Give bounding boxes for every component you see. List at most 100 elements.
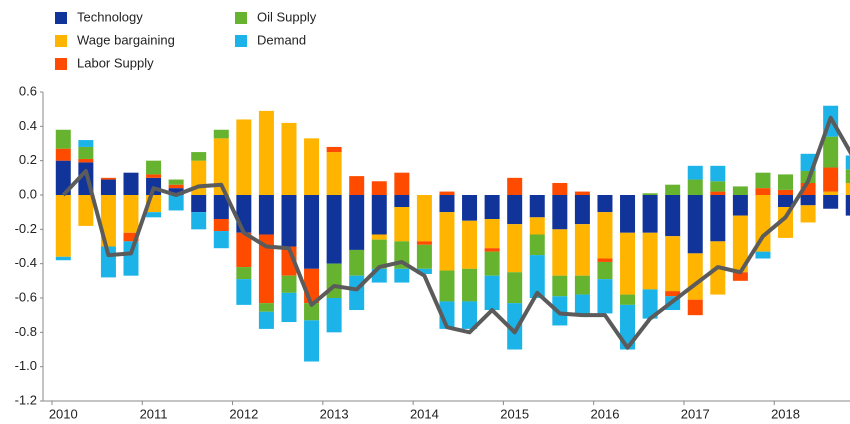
bar-segment (100, 179, 116, 195)
bar-segment (281, 275, 297, 293)
bar-segment (100, 177, 116, 180)
x-tick-label: 2013 (320, 406, 349, 421)
bar-segment (484, 248, 500, 252)
bar-segment (213, 138, 229, 195)
bar-segment (304, 303, 320, 321)
legend-swatch (235, 12, 247, 24)
y-tick-label: -1.0 (15, 358, 37, 373)
bar-segment (597, 258, 613, 262)
bar-segment (439, 270, 455, 302)
bar-segment (665, 236, 681, 292)
bar-segment (146, 160, 162, 175)
bar-segment (258, 311, 274, 329)
bar-segment (78, 140, 94, 147)
bar-segment (168, 195, 184, 211)
x-tick-label: 2012 (229, 406, 258, 421)
bar-segment (755, 188, 771, 195)
bar-segment (304, 138, 320, 195)
bar-segment (507, 224, 523, 273)
bar-segment (529, 195, 545, 218)
bar-segment (732, 195, 748, 216)
bar-segment (462, 195, 478, 221)
line (61, 115, 850, 350)
bar-segment (146, 212, 162, 218)
bar-segment (710, 181, 726, 192)
y-tick-label: -0.2 (15, 221, 37, 236)
bar-segment (710, 191, 726, 195)
x-tick-label: 2010 (49, 406, 78, 421)
y-tick-label: -0.8 (15, 324, 37, 339)
bar-segment (462, 301, 478, 329)
bar-segment (642, 195, 658, 233)
bar-segment (800, 205, 816, 223)
bar-segment (326, 298, 342, 333)
bar-segment (755, 172, 771, 189)
bar-segment (778, 195, 794, 208)
bar-segment (281, 292, 297, 323)
bar-segment (258, 110, 274, 195)
y-tick-label: -0.6 (15, 289, 37, 304)
bar-segment (123, 172, 139, 195)
x-tick-label: 2015 (500, 406, 529, 421)
bar-segment (394, 172, 410, 195)
bar-segment (123, 241, 139, 276)
bar-segment (778, 174, 794, 190)
bar-segment (213, 195, 229, 220)
bar-segment (123, 232, 139, 242)
bar-segment (213, 231, 229, 249)
bar-segment (191, 212, 207, 230)
bar-segment (574, 195, 590, 225)
bar-segment (484, 275, 500, 311)
bar-segment (687, 299, 703, 316)
bar-segment (574, 191, 590, 195)
bar-segment (574, 224, 590, 276)
bar-segment (845, 155, 850, 170)
bar-segment (326, 152, 342, 195)
bar-segment (394, 268, 410, 283)
bar-segment (371, 181, 387, 195)
bar-segment (823, 195, 839, 209)
y-tick-label: 0.6 (19, 83, 37, 98)
bar-segment (349, 195, 365, 250)
bar-segment (236, 195, 252, 233)
bar-segment (55, 129, 71, 149)
legend-label: Technology (77, 9, 143, 24)
bar-segment (236, 119, 252, 195)
bar-segment (823, 136, 839, 168)
bar-segment (55, 256, 71, 261)
bar-segment (687, 179, 703, 195)
legend-label: Wage bargaining (77, 32, 175, 47)
bar-segment (191, 195, 207, 213)
bar-segment (732, 186, 748, 195)
bar-segment (529, 255, 545, 298)
bar-segment (552, 182, 568, 195)
x-tick-label: 2016 (591, 406, 620, 421)
bar-segment (687, 195, 703, 254)
bar-segment (55, 148, 71, 161)
bar-segment (258, 195, 274, 235)
bar-segment (552, 229, 568, 276)
bar-segment (642, 232, 658, 290)
x-tick-label: 2017 (681, 406, 710, 421)
bar-segment (304, 320, 320, 362)
bar-segment (665, 291, 681, 297)
bar-segment (439, 195, 455, 213)
bar-segment (168, 188, 184, 195)
legend-swatch (55, 58, 67, 70)
bar-segment (462, 220, 478, 269)
bar-segment (416, 195, 432, 242)
bar-segment (78, 195, 94, 226)
bar-segment (597, 279, 613, 314)
bar-segment (439, 191, 455, 195)
legend-swatch (235, 35, 247, 47)
bar-segment (620, 304, 636, 350)
y-tick-label: 0.2 (19, 152, 37, 167)
bar-segment (281, 195, 297, 247)
bar-segment (78, 158, 94, 163)
bar-segment (371, 234, 387, 240)
bar-segment (507, 177, 523, 195)
bar-segment (710, 195, 726, 242)
bar-segment (620, 195, 636, 233)
bar-segment (213, 219, 229, 232)
bar-segment (416, 244, 432, 269)
